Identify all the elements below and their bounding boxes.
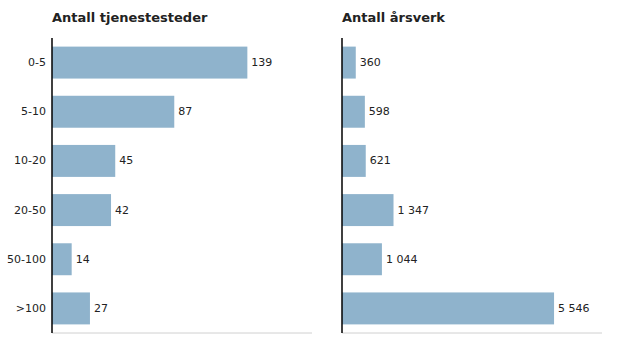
bar — [52, 47, 247, 79]
bar — [342, 96, 365, 128]
bar — [52, 145, 115, 177]
chart-title: Antall årsverk — [342, 10, 445, 25]
data-label: 14 — [76, 253, 90, 266]
background — [0, 0, 620, 347]
y-tick-label: 50-100 — [7, 253, 46, 266]
chart-title: Antall tjenestesteder — [52, 10, 208, 25]
panel: Antall årsverk 360 598 621 1 347 1 044 5 546 — [342, 10, 602, 333]
bar — [52, 243, 72, 275]
bar — [342, 145, 366, 177]
data-label: 360 — [360, 56, 381, 69]
data-label: 1 044 — [386, 253, 418, 266]
data-label: 139 — [251, 56, 272, 69]
bars — [52, 47, 247, 325]
bars — [342, 47, 554, 325]
bar — [342, 194, 394, 226]
bar — [342, 292, 554, 324]
bar — [52, 292, 90, 324]
panel: Antall tjenestesteder 139 87 45 42 14 27 0-5 5-1… — [7, 10, 312, 333]
y-tick-label: >100 — [16, 302, 46, 315]
bar — [342, 243, 382, 275]
chart-svg: Antall tjenestesteder 139 87 45 42 14 27 0-5 5-1… — [0, 0, 620, 347]
data-label: 45 — [119, 154, 133, 167]
x-range-line — [52, 333, 312, 334]
data-label: 598 — [369, 105, 390, 118]
bar — [52, 96, 174, 128]
bar — [342, 47, 356, 79]
y-tick-label: 10-20 — [14, 154, 46, 167]
y-axis-line — [51, 38, 53, 333]
y-tick-label: 5-10 — [21, 105, 46, 118]
bar — [52, 194, 111, 226]
x-range-line — [342, 333, 602, 334]
data-label: 621 — [370, 154, 391, 167]
data-label: 87 — [178, 105, 192, 118]
data-label: 27 — [94, 302, 108, 315]
data-label: 5 546 — [558, 302, 590, 315]
y-tick-label: 0-5 — [28, 56, 46, 69]
y-tick-label: 20-50 — [14, 204, 46, 217]
data-label: 1 347 — [398, 204, 430, 217]
y-axis-line — [341, 38, 343, 333]
chart-root: Antall tjenestesteder 139 87 45 42 14 27 0-5 5-1… — [0, 0, 620, 347]
data-label: 42 — [115, 204, 129, 217]
